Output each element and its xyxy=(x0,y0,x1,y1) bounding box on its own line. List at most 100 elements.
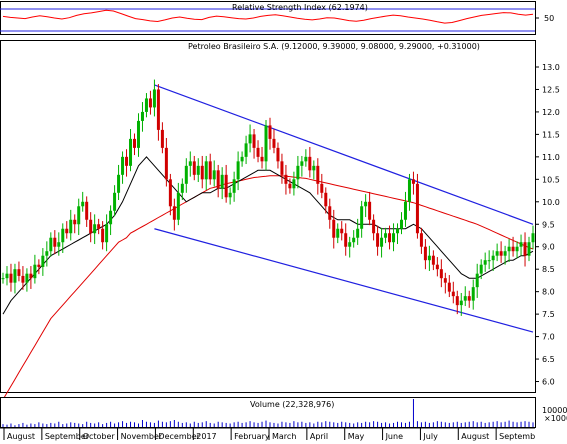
price-y-tick-label: 11.5 xyxy=(542,130,560,139)
candle xyxy=(73,214,77,234)
candle-body xyxy=(45,251,49,256)
candle-body xyxy=(396,228,400,234)
candle xyxy=(316,158,320,195)
candle xyxy=(304,149,308,167)
x-tick-label: 2017 xyxy=(196,432,216,441)
price-y-tick-label: 11.0 xyxy=(542,153,560,162)
candle-body xyxy=(21,275,25,283)
candle-body xyxy=(81,201,85,207)
candle xyxy=(85,196,89,227)
volume-title: Volume (22,328,976) xyxy=(250,400,334,409)
candle-body xyxy=(133,138,137,148)
candle xyxy=(65,221,69,239)
candle xyxy=(180,178,184,200)
candle xyxy=(160,122,164,154)
candle-body xyxy=(236,161,240,180)
candle xyxy=(97,218,101,235)
candle-body xyxy=(423,246,427,261)
candle-body xyxy=(172,206,176,220)
price-y-tick-label: 10.0 xyxy=(542,198,560,207)
candle-body xyxy=(41,255,45,267)
candle-body xyxy=(431,255,435,265)
candle xyxy=(232,171,236,202)
candle-body xyxy=(69,219,73,234)
candle-body xyxy=(208,161,212,180)
candle xyxy=(415,173,419,239)
candle xyxy=(236,151,240,191)
candle xyxy=(77,198,81,236)
candle xyxy=(212,160,216,187)
candle-body xyxy=(125,156,129,166)
candle-body xyxy=(427,255,431,261)
candle xyxy=(376,225,380,256)
candle-body xyxy=(77,206,81,225)
candle xyxy=(9,263,13,292)
volume-panel: Volume (22,328,976) 10000×1000 xyxy=(0,397,567,428)
rsi-panel: Relative Strength Index (62.1974) 50 xyxy=(0,1,554,35)
candle xyxy=(33,254,37,284)
candle xyxy=(5,266,9,286)
candle-body xyxy=(503,251,507,256)
candle-body xyxy=(447,282,451,292)
x-tick-label: November xyxy=(121,432,163,441)
candle xyxy=(264,120,268,171)
candle xyxy=(332,209,336,249)
candle xyxy=(196,158,200,183)
candle-body xyxy=(316,165,320,184)
channel-lower-line xyxy=(154,228,534,333)
candle-body xyxy=(372,219,376,234)
candle-body xyxy=(33,264,37,279)
candle xyxy=(471,279,475,310)
candle xyxy=(268,117,272,150)
candle xyxy=(284,164,288,195)
candle-body xyxy=(168,179,172,207)
candle-body xyxy=(113,192,117,211)
candle xyxy=(360,200,364,238)
candle xyxy=(224,164,228,203)
candle-body xyxy=(9,273,13,283)
volume-unit-label: ×1000 xyxy=(544,414,567,423)
candle xyxy=(324,187,328,214)
candle-body xyxy=(519,242,523,247)
candle xyxy=(57,232,61,256)
candle xyxy=(49,232,53,257)
candle-body xyxy=(328,206,332,220)
candle-body xyxy=(57,242,61,247)
candle-body xyxy=(415,183,419,234)
candle-body xyxy=(451,291,455,297)
candle xyxy=(495,243,499,262)
candle xyxy=(125,149,129,177)
candle-body xyxy=(89,219,93,234)
candle xyxy=(320,173,324,199)
candle-body xyxy=(455,296,459,306)
candle-body xyxy=(204,161,208,180)
candle-body xyxy=(188,161,192,166)
candle-body xyxy=(296,165,300,180)
x-tick-label: August xyxy=(461,432,489,441)
candle-body xyxy=(148,98,152,108)
volume-y-tick-label: 10000 xyxy=(542,406,567,415)
candle xyxy=(392,223,396,252)
candle-body xyxy=(97,224,101,229)
candle-body xyxy=(407,179,411,202)
candle-body xyxy=(65,228,69,234)
candle-body xyxy=(109,210,113,225)
candle-body xyxy=(53,237,57,247)
candle xyxy=(260,146,264,169)
candle-body xyxy=(49,237,53,252)
candle xyxy=(204,155,208,191)
candle xyxy=(288,178,292,194)
candle-body xyxy=(499,251,503,256)
candle-body xyxy=(216,170,220,189)
x-tick-label: September xyxy=(45,432,90,441)
price-y-tick-label: 9.5 xyxy=(542,220,555,229)
candle xyxy=(356,218,360,245)
candle-body xyxy=(220,174,224,189)
candle xyxy=(13,263,17,294)
candle xyxy=(344,223,348,256)
candle xyxy=(136,113,140,157)
candle-body xyxy=(136,120,140,148)
price-y-tick-label: 7.5 xyxy=(542,310,555,319)
candle-body xyxy=(340,228,344,234)
